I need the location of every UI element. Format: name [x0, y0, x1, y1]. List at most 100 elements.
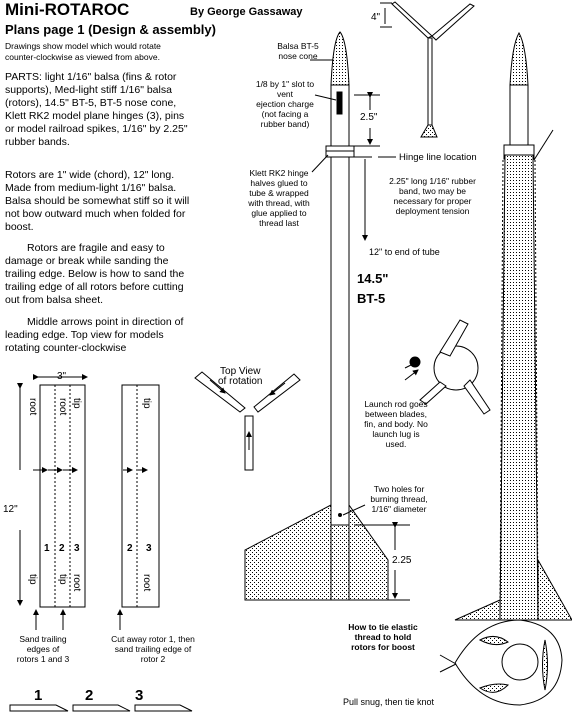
root-label-2: root [57, 398, 68, 416]
label-line: halves glued to [250, 178, 308, 188]
label-line: 2.25" long 1/16" rubber [389, 176, 476, 186]
rotors-line: Rotors are 1" wide (chord), 12" long. [5, 169, 175, 181]
parts-line: Klett RK2 model plane hinges (3), pins [5, 110, 185, 122]
slot-label: 1/8 by 1" slot to vent ejection charge (… [250, 79, 320, 129]
label-line: Two holes for [373, 484, 425, 494]
label-line: thread last [259, 218, 299, 228]
label-line: necessary for proper [393, 196, 472, 206]
rotor-sheet-cut [117, 384, 160, 630]
label-line: burning thread, [370, 494, 428, 504]
caption-line: rotors 1 and 3 [16, 654, 70, 664]
top-rotor-sketch [380, 1, 475, 138]
fragile-line: out from balsa sheet. [5, 294, 104, 306]
author-credit: By George Gassaway [190, 6, 303, 18]
hinge-line-label: Hinge line location [399, 152, 477, 163]
label-line: Balsa BT-5 [277, 41, 319, 51]
rubber-band-label: 2.25" long 1/16" rubber band, two may be… [370, 176, 495, 216]
tip-label-bottom-2: tip [57, 574, 68, 585]
rotors-description: Rotors are 1" wide (chord), 12" long. Ma… [5, 169, 189, 234]
tube-type-label: BT-5 [357, 291, 386, 306]
top-view-rotors [194, 371, 301, 471]
parts-line: PARTS: light 1/16" balsa (fins & rotor [5, 71, 177, 83]
rocket-dimensions [310, 59, 410, 601]
launch-rod-label: Launch rod goes between blades, fin, and… [356, 399, 436, 449]
root-label-1: root [27, 398, 38, 416]
tie-elastic-heading: How to tie elastic thread to hold rotors… [338, 622, 428, 652]
caption-line: edges of [26, 644, 60, 654]
tip-label-bottom-1: tip [27, 574, 38, 585]
intro-line: counter-clockwise as viewed from above. [5, 51, 160, 62]
rotor-number-1: 1 [44, 543, 50, 554]
caption-line: sand trailing edge of [114, 644, 192, 654]
label-line: Launch rod goes [364, 399, 428, 409]
holes-label: Two holes for burning thread, 1/16" diam… [359, 484, 439, 514]
label-line: fin, and body. No [364, 419, 428, 429]
label-line: ejection charge [256, 99, 314, 109]
rotor-number-cut-3: 3 [146, 543, 152, 554]
rocket-folded-view [454, 32, 572, 621]
label-line: used. [385, 439, 407, 449]
label-line: How to tie elastic [348, 622, 418, 632]
label-line: with thread, with [248, 198, 310, 208]
parts-line: rubber bands. [5, 136, 70, 148]
launch-rod-detail [404, 319, 491, 415]
parts-line: (rotors), 14.5" BT-5, BT-5 nose cone, [5, 97, 177, 109]
sheet-width-label: 3" [57, 371, 67, 382]
root-label-bottom-cut: root [141, 574, 152, 592]
label-line: nose cone [278, 51, 318, 61]
label-line: 1/16" diameter [371, 504, 427, 514]
sand-left-caption: Sand trailing edges of rotors 1 and 3 [8, 634, 78, 664]
end-of-tube-label: 12" to end of tube [369, 247, 440, 257]
dim-225-label: 2.25 [392, 555, 412, 566]
caption-line: of rotation [218, 376, 263, 387]
caption-line: Sand trailing [19, 634, 67, 644]
fragile-line: damage or break while sanding the [5, 255, 169, 267]
fragile-line: trailing edge. Below is how to sand the [5, 268, 185, 280]
top-view-caption: Top View of rotation [218, 367, 262, 387]
label-line: glue applied to [251, 208, 307, 218]
sheet-length-label: 12" [3, 504, 18, 515]
rotors-line: Balsa should be somewhat stiff so it wil… [5, 195, 190, 207]
fragile-line: trailing edge of all rotors before cutti… [5, 281, 184, 293]
label-line: (not facing a [261, 109, 309, 119]
arrows-line: leading edge. Top view for models [5, 329, 164, 341]
arrows-note: Middle arrows point in direction of lead… [5, 316, 183, 355]
sand-right-caption: Cut away rotor 1, then sand trailing edg… [103, 634, 203, 664]
intro-line: Drawings show model which would rotate [5, 41, 161, 51]
parts-line: or model railroad spikes, 1/16" by 2.25" [5, 123, 188, 135]
label-line: thread to hold [354, 632, 412, 642]
rotors-line: not bow outward much when folded for [5, 208, 186, 220]
rotor-number-cut-2: 2 [127, 543, 133, 554]
fragile-note: Rotors are fragile and easy to damage or… [5, 242, 184, 307]
dim-25-label: 2.5" [360, 112, 378, 123]
label-line: 1/8 by 1" slot to [255, 79, 315, 89]
label-line: launch lug is [372, 429, 420, 439]
rotor-number-3: 3 [74, 543, 80, 554]
root-label-bottom-3: root [71, 574, 82, 592]
rotors-line: Made from medium-light 1/16" balsa. [5, 182, 177, 194]
label-line: vent [276, 89, 294, 99]
pull-snug-label: Pull snug, then tie knot [343, 697, 435, 707]
section-number-3: 3 [135, 687, 144, 704]
parts-list: PARTS: light 1/16" balsa (fins & rotor s… [5, 71, 188, 149]
tip-label-3: tip [71, 398, 82, 409]
page-subtitle: Plans page 1 (Design & assembly) [5, 22, 216, 37]
klett-hinge-label: Klett RK2 hinge halves glued to tube & w… [238, 168, 320, 228]
dim-4-label: 4" [371, 12, 381, 23]
nose-cone-label: Balsa BT-5 nose cone [263, 41, 333, 61]
label-line: band, two may be [398, 186, 467, 196]
intro-text: Drawings show model which would rotate c… [5, 41, 161, 62]
label-line: rotors for boost [351, 642, 415, 652]
section-number-2: 2 [85, 687, 94, 704]
rotor-cross-sections [9, 704, 193, 712]
arrows-line: Middle arrows point in direction of [27, 316, 184, 328]
label-line: Klett RK2 hinge [249, 168, 309, 178]
arrows-line: rotating counter-clockwise [5, 342, 127, 354]
label-line: deployment tension [395, 206, 470, 216]
tie-elastic-detail [439, 619, 563, 706]
caption-line: Top View [220, 366, 261, 377]
rocket-side-view [244, 31, 389, 601]
tube-length-label: 14.5" [357, 271, 389, 286]
rotors-line: boost. [5, 221, 34, 233]
